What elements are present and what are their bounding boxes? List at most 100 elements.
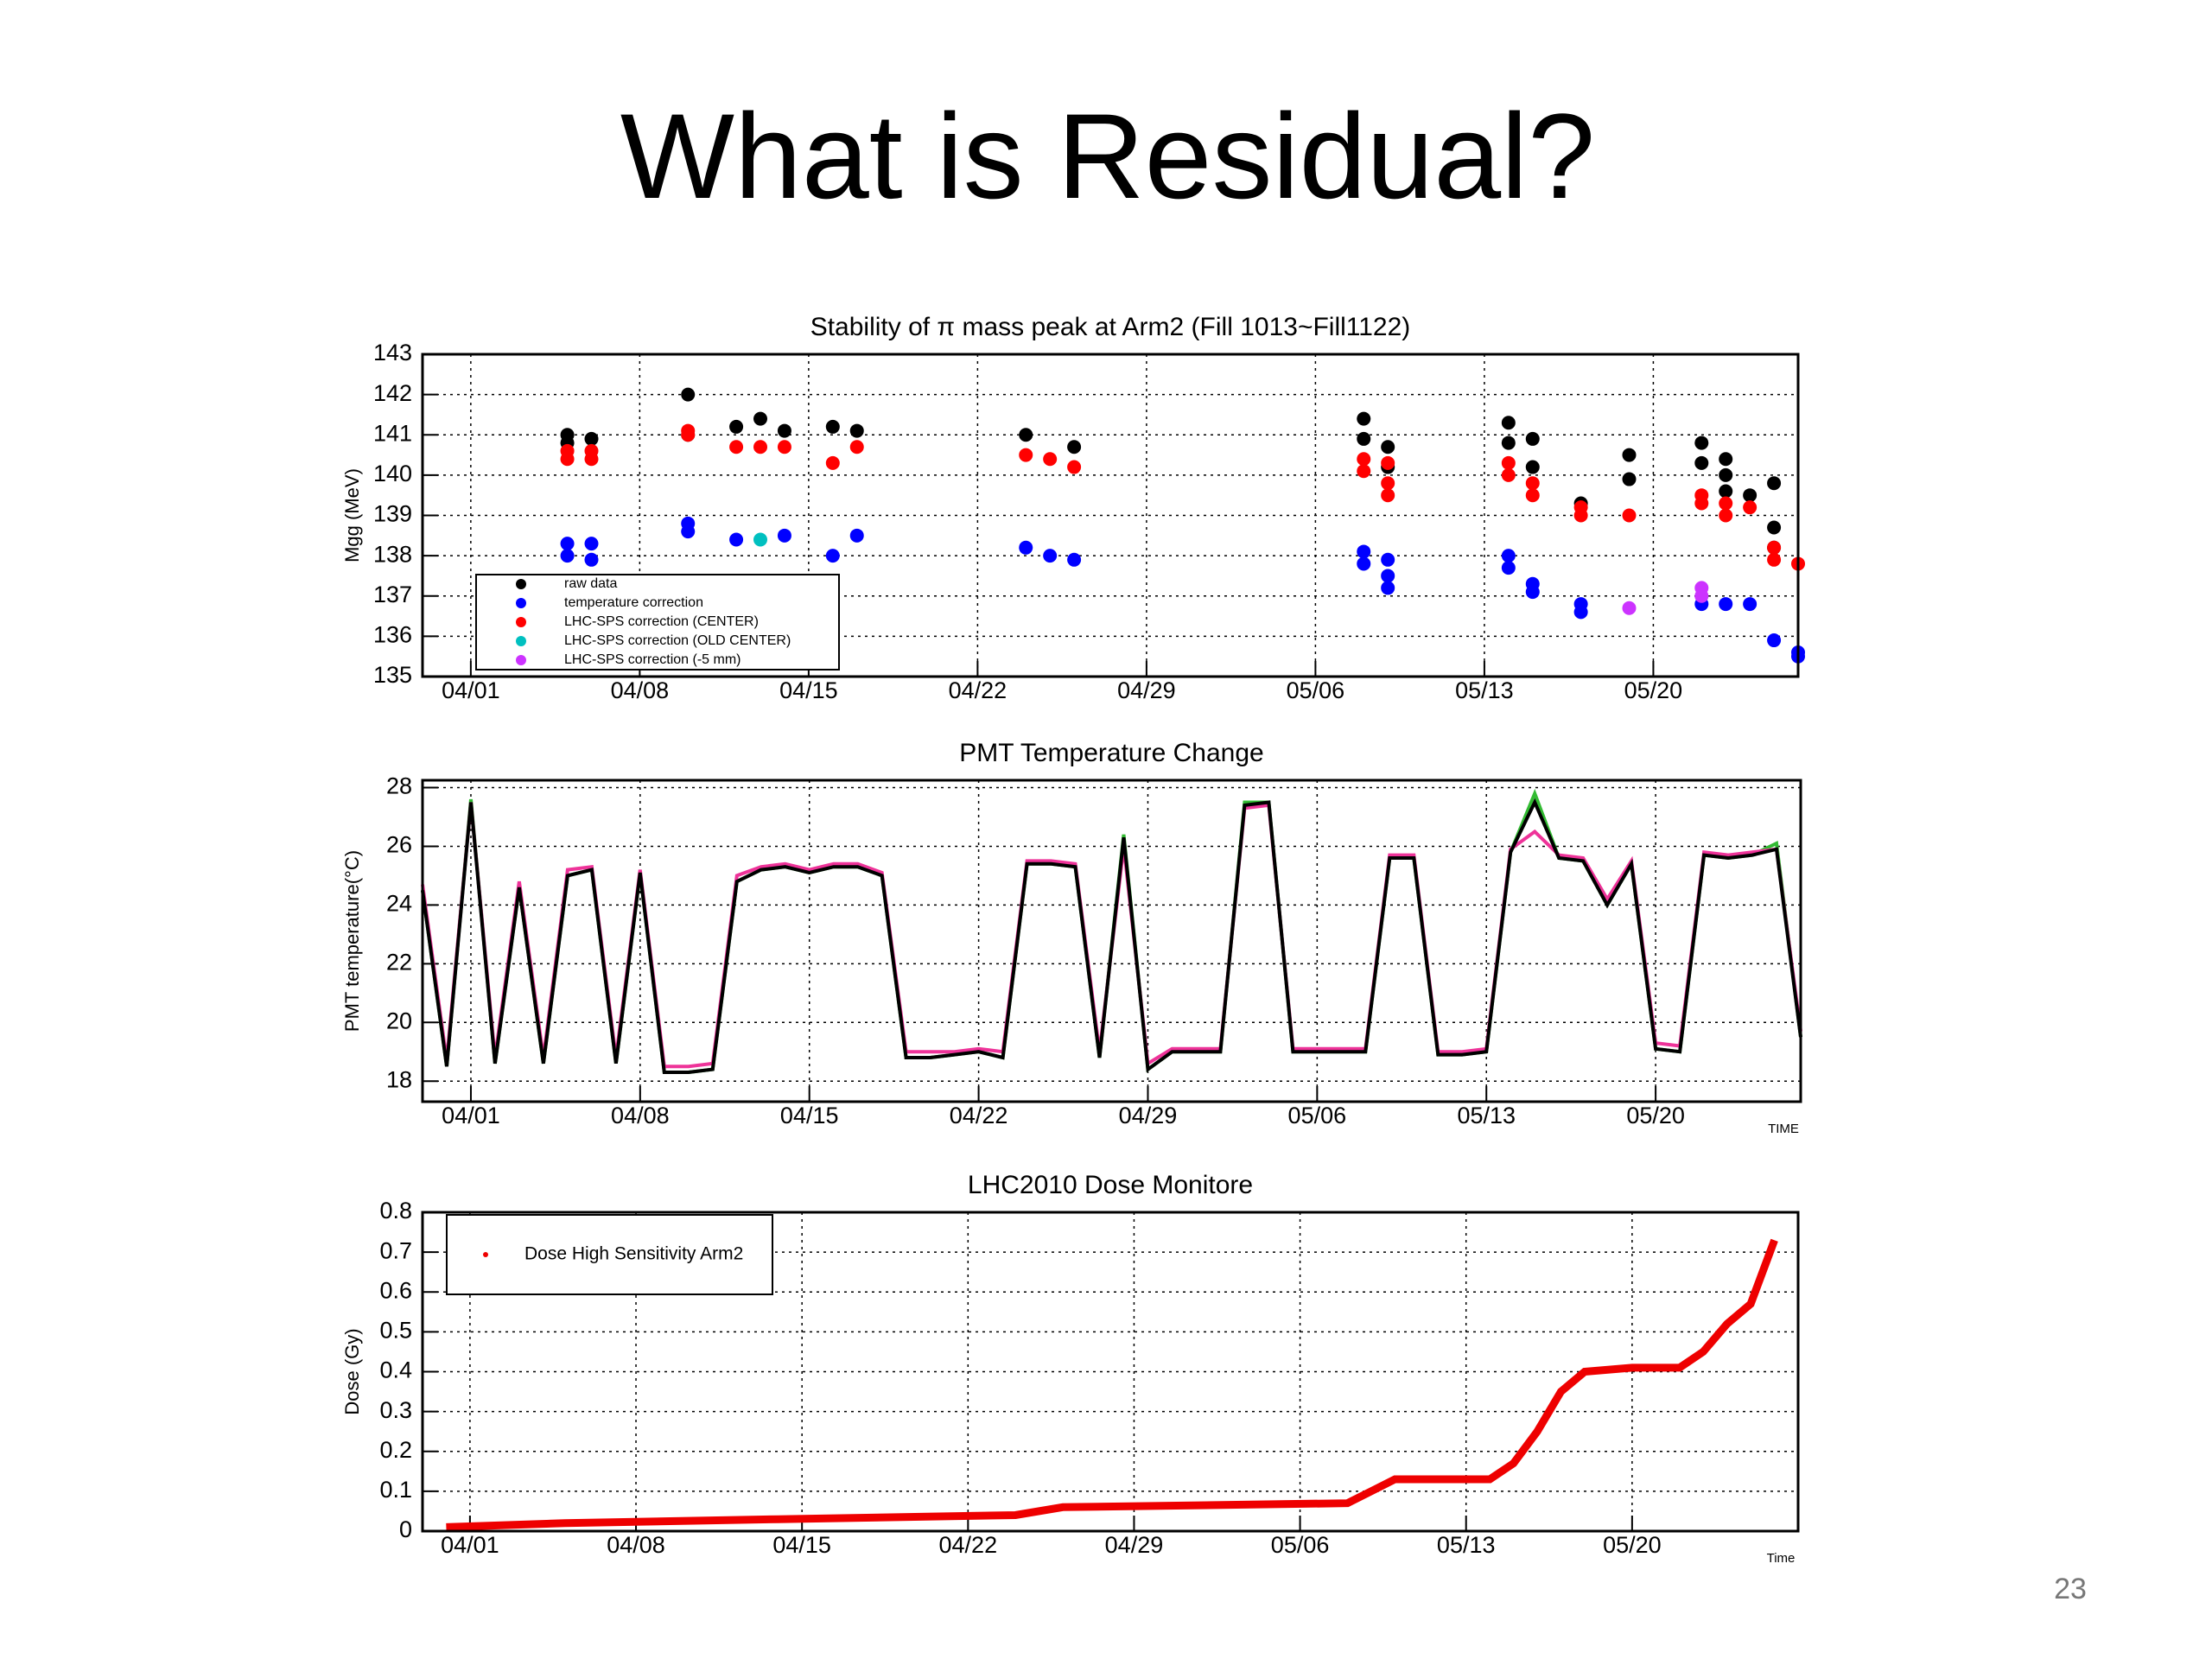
data-point (584, 537, 599, 551)
y-tick-label: 142 (373, 380, 412, 406)
y-tick-label: 139 (373, 501, 412, 527)
x-tick-label: 04/15 (779, 677, 838, 703)
data-point (1719, 597, 1733, 612)
data-point (1743, 488, 1758, 503)
y-tick-label: 28 (386, 773, 412, 799)
data-point (560, 549, 575, 563)
x-tick-label: 05/20 (1603, 1532, 1662, 1558)
x-tick-label: 04/15 (772, 1532, 831, 1558)
data-point (1694, 435, 1709, 450)
x-tick-label: 04/22 (939, 1532, 998, 1558)
y-tick-label: 20 (386, 1007, 412, 1033)
data-point (849, 440, 864, 454)
data-point (777, 440, 791, 454)
data-point (753, 440, 768, 454)
x-tick-label: 04/08 (611, 677, 670, 703)
legend-label: temperature correction (564, 595, 703, 610)
data-point (1622, 472, 1637, 486)
x-tick-label: 04/01 (442, 677, 500, 703)
legend-label: Dose High Sensitivity Arm2 (524, 1244, 743, 1264)
data-point (1719, 496, 1733, 511)
y-tick-label: 137 (373, 582, 412, 607)
y-tick-label: 18 (386, 1066, 412, 1092)
data-point (1622, 448, 1637, 462)
y-tick-label: 0.8 (379, 1198, 412, 1224)
y-tick-label: 140 (373, 461, 412, 486)
x-tick-label: 04/01 (441, 1532, 499, 1558)
x-tick-label: 05/06 (1271, 1532, 1330, 1558)
x-tick-label: 04/22 (949, 677, 1007, 703)
data-point (1525, 476, 1540, 491)
data-point (1019, 428, 1033, 442)
x-tick-label: 05/13 (1437, 1532, 1496, 1558)
data-point (1525, 431, 1540, 446)
data-point (584, 552, 599, 567)
data-line (421, 798, 1802, 1074)
data-point (753, 532, 768, 547)
data-point (729, 419, 744, 434)
data-point (1501, 416, 1516, 430)
y-tick-label: 0.4 (379, 1357, 412, 1383)
x-tick-label: 04/22 (950, 1103, 1008, 1128)
chart-title: LHC2010 Dose Monitore (968, 1171, 1253, 1199)
data-point (1743, 500, 1758, 515)
legend-marker (516, 636, 526, 646)
x-tick-label: 04/29 (1119, 1103, 1178, 1128)
data-point (1019, 448, 1033, 462)
data-point (1719, 467, 1733, 482)
data-point (1694, 588, 1709, 603)
data-point (560, 452, 575, 467)
y-tick-label: 0.6 (379, 1277, 412, 1303)
data-point (1043, 452, 1058, 467)
legend-label: LHC-SPS correction (OLD CENTER) (564, 633, 791, 648)
data-point (681, 524, 696, 539)
legend-label: LHC-SPS correction (CENTER) (564, 614, 759, 629)
y-tick-label: 24 (386, 891, 412, 917)
data-point (1501, 467, 1516, 482)
page-number: 23 (2054, 1573, 2087, 1605)
x-tick-label: 04/08 (611, 1103, 670, 1128)
data-point (825, 549, 840, 563)
data-point (1357, 544, 1371, 559)
data-point (849, 423, 864, 438)
x-tick-label: 04/08 (607, 1532, 665, 1558)
legend-label: LHC-SPS correction (-5 mm) (564, 652, 741, 667)
x-tick-label: 05/20 (1626, 1103, 1685, 1128)
data-point (1694, 496, 1709, 511)
data-line (446, 1238, 1778, 1531)
data-point (1622, 508, 1637, 523)
data-point (1525, 488, 1540, 503)
data-point (681, 387, 696, 402)
data-point (1067, 460, 1082, 474)
data-point (1067, 552, 1082, 567)
y-tick-label: 22 (386, 949, 412, 975)
plot-frame (421, 353, 1800, 678)
data-point (1501, 455, 1516, 470)
data-point (584, 431, 599, 446)
data-point (1573, 605, 1588, 620)
data-point (1719, 508, 1733, 523)
data-point (1719, 484, 1733, 499)
data-point (1501, 435, 1516, 450)
y-tick-label: 141 (373, 420, 412, 446)
data-point (1719, 452, 1733, 467)
data-point (1501, 549, 1516, 563)
slide-title: What is Residual? (620, 88, 1595, 224)
y-tick-label: 0.1 (379, 1477, 412, 1503)
y-axis-label: PMT temperature(°C) (341, 850, 363, 1032)
x-tick-label: 05/20 (1624, 677, 1683, 703)
legend-marker (516, 655, 526, 665)
data-point (849, 528, 864, 543)
data-point (1767, 476, 1782, 491)
data-point (825, 455, 840, 470)
plot-frame (421, 779, 1802, 1103)
data-point (1381, 552, 1395, 567)
data-point (1019, 540, 1033, 555)
data-point (1622, 601, 1637, 615)
legend-marker (516, 617, 526, 627)
data-point (777, 528, 791, 543)
x-tick-label: 04/29 (1117, 677, 1176, 703)
data-point (1357, 556, 1371, 571)
y-axis-label: Dose (Gy) (341, 1328, 363, 1414)
